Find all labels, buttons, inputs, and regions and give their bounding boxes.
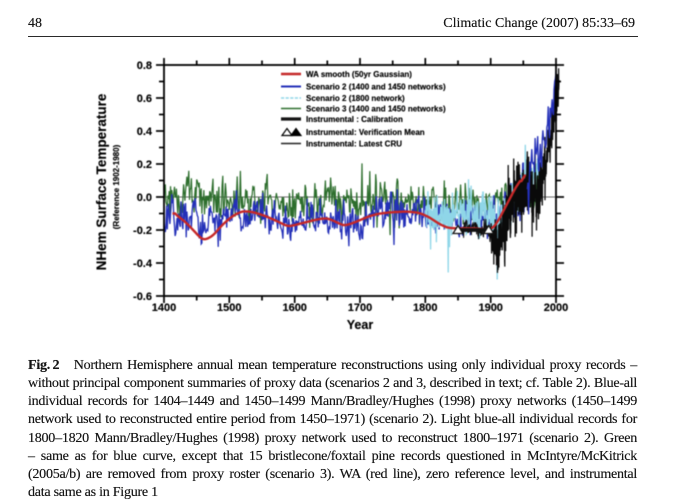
svg-text:Instrumental: Verification Mea: Instrumental: Verification Mean xyxy=(306,128,425,137)
svg-text:1500: 1500 xyxy=(217,302,241,314)
svg-text:0.4: 0.4 xyxy=(137,126,153,138)
svg-text:0.8: 0.8 xyxy=(137,60,152,72)
svg-text:0.2: 0.2 xyxy=(137,159,152,171)
svg-text:-0.2: -0.2 xyxy=(133,225,152,237)
svg-text:-0.4: -0.4 xyxy=(133,258,153,270)
svg-text:Instrumental: Latest CRU: Instrumental: Latest CRU xyxy=(306,140,402,149)
svg-text:1600: 1600 xyxy=(282,302,306,314)
svg-text:Scenario 2 (1400 and 1450 netw: Scenario 2 (1400 and 1450 networks) xyxy=(306,83,446,92)
svg-text:Year: Year xyxy=(347,318,374,332)
svg-text:1700: 1700 xyxy=(348,302,372,314)
svg-text:0.0: 0.0 xyxy=(137,192,152,204)
svg-text:WA smooth (50yr Gaussian): WA smooth (50yr Gaussian) xyxy=(306,70,412,79)
svg-text:Scenario 3 (1400 and 1450 netw: Scenario 3 (1400 and 1450 networks) xyxy=(306,105,446,114)
svg-text:1800: 1800 xyxy=(413,302,437,314)
svg-text:(Reference 1902-1980): (Reference 1902-1980) xyxy=(112,144,121,229)
svg-text:2000: 2000 xyxy=(544,302,568,314)
svg-text:NHem Surface Temperature: NHem Surface Temperature xyxy=(94,93,109,270)
svg-text:0.6: 0.6 xyxy=(137,93,152,105)
svg-text:1400: 1400 xyxy=(152,302,176,314)
svg-text:1900: 1900 xyxy=(478,302,502,314)
svg-text:Scenario 2 (1800 network): Scenario 2 (1800 network) xyxy=(306,94,405,103)
svg-text:Instrumental : Calibration: Instrumental : Calibration xyxy=(306,115,403,124)
svg-text:-0.6: -0.6 xyxy=(133,291,152,303)
